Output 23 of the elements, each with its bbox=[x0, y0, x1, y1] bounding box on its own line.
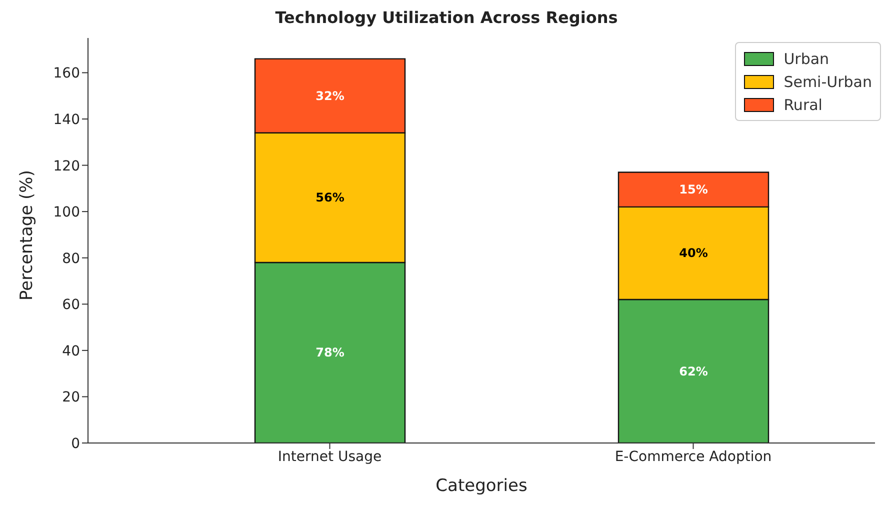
y-tick-label: 100 bbox=[53, 204, 80, 221]
data-label: 56% bbox=[316, 190, 344, 205]
x-tick-label: Internet Usage bbox=[278, 448, 382, 465]
y-tick-label: 80 bbox=[62, 250, 80, 267]
data-label: 15% bbox=[679, 182, 708, 197]
chart-title: Technology Utilization Across Regions bbox=[274, 8, 619, 29]
y-axis-title: Percentage (%) bbox=[17, 170, 38, 300]
data-label: 62% bbox=[679, 364, 708, 378]
y-tick-label: 160 bbox=[53, 66, 80, 82]
legend-label: Semi-Urban bbox=[784, 72, 872, 90]
data-label: 78% bbox=[316, 346, 344, 360]
data-label: 32% bbox=[316, 88, 344, 103]
y-tick-label: 120 bbox=[53, 158, 80, 174]
x-tick-label: E-Commerce Adoption bbox=[614, 448, 772, 465]
legend-label: Rural bbox=[784, 96, 822, 114]
y-tick-label: 140 bbox=[53, 112, 80, 128]
y-tick-label: 40 bbox=[62, 343, 80, 360]
data-label: 40% bbox=[679, 246, 708, 260]
legend-label: Urban bbox=[784, 50, 830, 68]
y-tick-label: 60 bbox=[62, 297, 80, 314]
y-tick-label: 20 bbox=[62, 390, 80, 406]
x-axis-title: Categories bbox=[436, 476, 528, 496]
y-tick-label: 0 bbox=[71, 436, 80, 452]
